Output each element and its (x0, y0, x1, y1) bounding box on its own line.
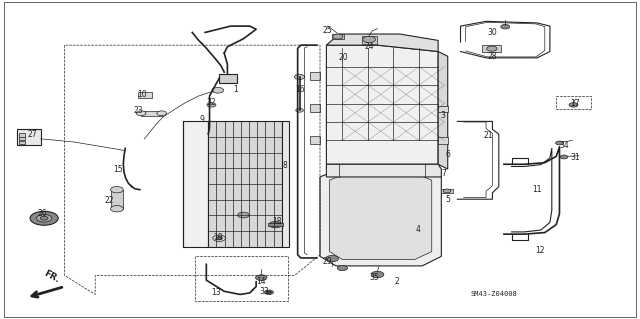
Circle shape (266, 291, 271, 293)
Bar (208, 122, 282, 247)
Text: 19: 19 (213, 233, 223, 242)
Text: 28: 28 (488, 52, 497, 61)
Circle shape (255, 275, 267, 280)
Circle shape (111, 187, 124, 193)
Circle shape (111, 205, 124, 212)
Bar (141, 111, 162, 116)
Text: 24: 24 (365, 42, 374, 51)
Text: 2: 2 (394, 277, 399, 286)
Text: 6: 6 (445, 150, 450, 159)
Bar (219, 74, 237, 83)
Bar (138, 93, 152, 98)
Circle shape (269, 221, 282, 228)
Circle shape (560, 155, 568, 159)
Circle shape (30, 211, 58, 225)
Text: 21: 21 (483, 131, 493, 140)
Text: 26: 26 (37, 209, 47, 218)
Bar (332, 34, 344, 40)
Text: 27: 27 (28, 130, 37, 138)
Text: 22: 22 (104, 196, 114, 205)
Circle shape (40, 216, 48, 220)
Text: 20: 20 (339, 53, 348, 62)
Text: 12: 12 (536, 246, 545, 255)
Text: SM43-Z04008: SM43-Z04008 (470, 292, 517, 298)
Text: 16: 16 (295, 85, 305, 94)
Bar (310, 104, 320, 112)
Circle shape (294, 74, 305, 79)
Circle shape (326, 256, 339, 262)
Text: 35: 35 (369, 272, 379, 281)
Text: 11: 11 (532, 185, 542, 194)
Text: 7: 7 (442, 169, 446, 178)
Polygon shape (326, 34, 438, 51)
Bar (17, 129, 41, 145)
Polygon shape (320, 169, 442, 266)
Bar (268, 223, 283, 226)
Circle shape (500, 25, 509, 29)
Text: 1: 1 (234, 85, 238, 94)
Text: 18: 18 (272, 217, 282, 226)
Text: 9: 9 (200, 115, 204, 124)
Bar (19, 141, 25, 144)
Bar (182, 122, 208, 247)
Circle shape (136, 111, 146, 116)
Circle shape (333, 34, 343, 39)
Text: 33: 33 (260, 287, 269, 296)
Bar (442, 189, 453, 193)
Bar (310, 136, 320, 144)
Circle shape (363, 36, 376, 43)
Bar (362, 36, 378, 44)
Polygon shape (326, 164, 442, 177)
Circle shape (264, 290, 273, 294)
Circle shape (157, 111, 166, 116)
Text: 4: 4 (415, 225, 420, 234)
Text: 31: 31 (571, 153, 580, 162)
Circle shape (337, 266, 348, 271)
Bar (438, 137, 448, 144)
Text: 25: 25 (323, 26, 332, 35)
Text: 14: 14 (257, 277, 266, 286)
Circle shape (569, 103, 578, 107)
Text: 17: 17 (571, 100, 580, 108)
Text: 32: 32 (207, 98, 216, 107)
Text: 30: 30 (488, 28, 497, 37)
Circle shape (237, 212, 249, 218)
Text: 23: 23 (133, 106, 143, 115)
Polygon shape (330, 174, 432, 260)
Polygon shape (438, 51, 448, 169)
Circle shape (36, 214, 52, 222)
Bar (282, 122, 289, 247)
Bar (111, 190, 124, 209)
Text: 34: 34 (560, 141, 570, 150)
Text: 29: 29 (323, 257, 332, 266)
Circle shape (296, 108, 303, 112)
Bar (19, 137, 25, 140)
Text: 13: 13 (211, 288, 221, 297)
Circle shape (371, 271, 384, 278)
Bar (482, 45, 501, 52)
Bar (19, 133, 25, 137)
Bar (310, 72, 320, 80)
Text: 5: 5 (445, 195, 450, 204)
Text: 8: 8 (282, 161, 287, 170)
Text: 15: 15 (113, 165, 122, 174)
Circle shape (486, 46, 497, 51)
Text: 10: 10 (138, 90, 147, 99)
Text: FR.: FR. (42, 269, 61, 284)
Bar (438, 106, 448, 112)
Circle shape (444, 189, 451, 193)
Circle shape (212, 87, 223, 93)
Text: 3: 3 (440, 111, 445, 120)
Circle shape (216, 237, 222, 240)
Circle shape (556, 141, 563, 145)
Circle shape (207, 103, 216, 107)
Polygon shape (326, 45, 438, 164)
